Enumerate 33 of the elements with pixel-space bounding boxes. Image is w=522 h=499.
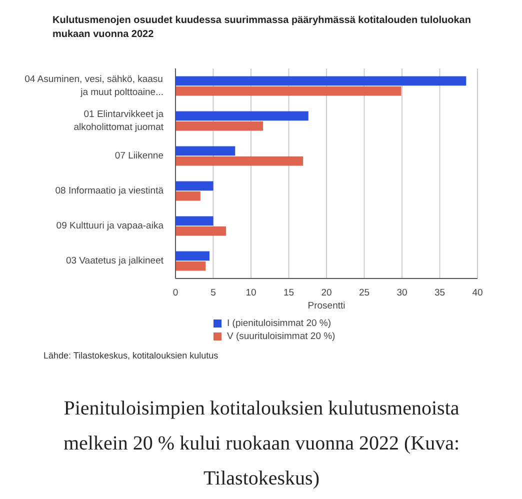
y-tick-label: 04 Asuminen, vesi, sähkö, kaasu ja muut polttoaine... xyxy=(24,74,164,98)
x-tick-label: 0 xyxy=(172,288,178,298)
y-tick-label: 09 Kulttuuri ja vapaa-aika xyxy=(56,220,164,232)
bar xyxy=(176,76,466,86)
chart-title: Kulutusmenojen osuudet kuudessa suurimmassa pääryhmässä kotitalouden tuloluokan mukaan vuonna 2022 xyxy=(52,15,471,40)
y-tick-label: 03 Vaatetus ja jalkineet xyxy=(66,256,164,266)
x-tick-label: 40 xyxy=(472,288,483,298)
x-tick-label: 20 xyxy=(321,288,332,298)
x-tick-label: 5 xyxy=(210,288,216,298)
bar xyxy=(176,191,200,201)
bar xyxy=(176,261,206,271)
bar xyxy=(176,216,214,226)
x-tick-label: 25 xyxy=(358,288,370,298)
bar xyxy=(176,121,264,131)
x-tick-label: 15 xyxy=(283,288,294,298)
bar xyxy=(176,146,236,156)
x-tick-label: 35 xyxy=(434,288,446,298)
bar xyxy=(176,156,304,166)
bar xyxy=(176,111,308,121)
y-tick-label: 07 Liikenne xyxy=(114,150,164,162)
y-tick-label: 01 Elintarvikkeet ja alkoholittomat juomat xyxy=(74,108,164,134)
x-tick-label: 30 xyxy=(396,288,408,298)
legend-label: V (suurituloisimmat 20 %) xyxy=(227,330,336,342)
text: Lähde: Tilastokeskus, kotitalouksien kulutus xyxy=(44,350,219,360)
x-axis-title: Prosentti xyxy=(308,300,346,312)
bar xyxy=(176,226,226,236)
bar xyxy=(176,251,210,261)
legend-label: I (pienituloisimmat 20 %) xyxy=(227,317,332,329)
bar xyxy=(176,86,402,96)
bar xyxy=(176,181,214,191)
x-tick-label: 10 xyxy=(246,288,256,298)
y-tick-label: 08 Informaatio ja viestintä xyxy=(55,186,164,196)
text: Pienituloisimpien kotitalouksien kulutusmenoista melkein 20 % kului ruokaan vuonna 2022 (Kuva: Tilastokeskus) xyxy=(63,398,460,490)
